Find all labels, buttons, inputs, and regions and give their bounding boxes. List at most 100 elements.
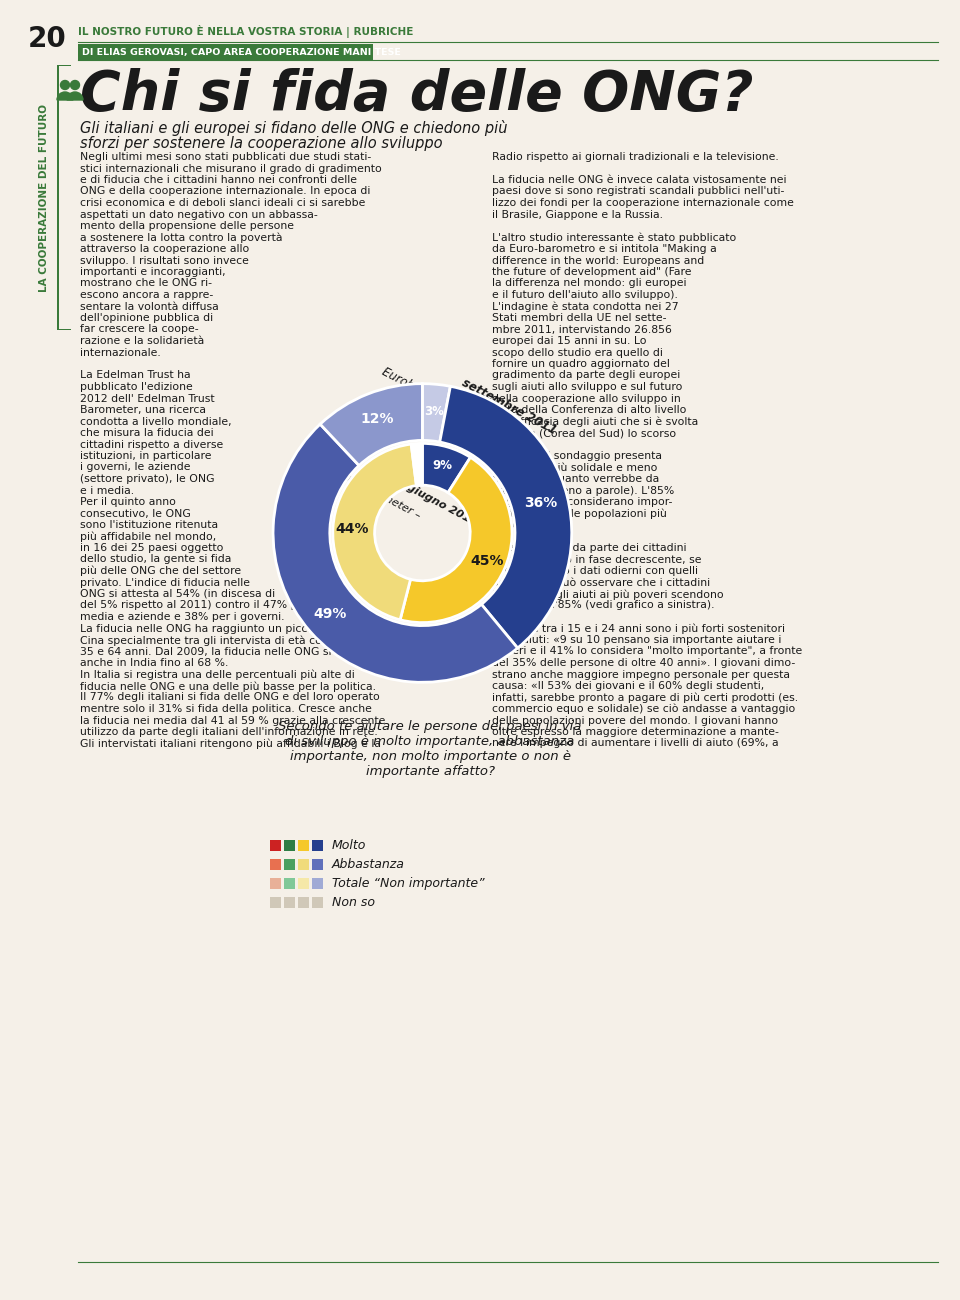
Bar [298,897,309,907]
Text: il Brasile, Giappone e la Russia.: il Brasile, Giappone e la Russia. [492,209,663,220]
Text: 20: 20 [28,25,67,53]
Text: vista della Conferenza di alto livello: vista della Conferenza di alto livello [492,406,686,415]
Text: istituzioni, in particolare: istituzioni, in particolare [80,451,211,462]
Text: crisi economica e di deboli slanci ideali ci si sarebbe: crisi economica e di deboli slanci ideal… [80,198,366,208]
Text: Stati membri della UE nel sette-: Stati membri della UE nel sette- [492,313,666,322]
Wedge shape [411,443,422,486]
Text: importanti e incoraggianti,: importanti e incoraggianti, [80,266,226,277]
Text: e di fiducia che i cittadini hanno nei confronti delle: e di fiducia che i cittadini hanno nei c… [80,176,357,185]
Text: aspettati un dato negativo con un abbassa-: aspettati un dato negativo con un abbass… [80,209,318,220]
Text: far crescere la coope-: far crescere la coope- [80,325,199,334]
Text: razzista di quanto verrebbe da: razzista di quanto verrebbe da [492,474,660,484]
Text: (settore privato), le ONG: (settore privato), le ONG [80,474,214,484]
Text: 35 e 64 anni. Dal 2009, la fiducia nelle ONG si è alzata: 35 e 64 anni. Dal 2009, la fiducia nelle… [80,646,378,656]
Text: degli aiuti: «9 su 10 pensano sia importante aiutare i: degli aiuti: «9 su 10 pensano sia import… [492,634,781,645]
Bar [78,44,373,60]
Text: escono ancora a rappre-: escono ancora a rappre- [80,290,213,300]
Wedge shape [440,386,572,649]
Text: Eurobarometer –: Eurobarometer – [380,365,477,425]
Text: 3%: 3% [424,404,444,417]
Text: Totale “Non importante”: Totale “Non importante” [332,878,485,891]
Text: la differenza nel mondo: gli europei: la differenza nel mondo: gli europei [492,278,686,289]
Text: internazionale.: internazionale. [80,347,160,358]
Text: ONG si attesta al 54% (in discesa di: ONG si attesta al 54% (in discesa di [80,589,276,599]
Text: Barometer, una ricerca: Barometer, una ricerca [80,406,206,415]
Bar [57,329,71,330]
Text: i governi, le aziende: i governi, le aziende [80,463,190,472]
Text: La Edelman Trust ha: La Edelman Trust ha [80,370,191,381]
Text: scopo dello studio era quello di: scopo dello studio era quello di [492,347,662,358]
Text: in 16 dei 25 paesi oggetto: in 16 dei 25 paesi oggetto [80,543,224,552]
Text: Non so: Non so [332,896,375,909]
Text: ONG e della cooperazione internazionale. In epoca di: ONG e della cooperazione internazionale.… [80,186,371,196]
Text: mbre 2011, intervistando 26.856: mbre 2011, intervistando 26.856 [492,325,672,334]
Text: sugli aiuti allo sviluppo e sul futuro: sugli aiuti allo sviluppo e sul futuro [492,382,683,393]
Text: nere l'impegno di aumentare i livelli di aiuto (69%, a: nere l'impegno di aumentare i livelli di… [492,738,779,749]
Text: Questo favore da parte dei cittadini: Questo favore da parte dei cittadini [492,543,686,552]
Text: della cooperazione allo sviluppo in: della cooperazione allo sviluppo in [492,394,681,403]
Circle shape [60,81,69,90]
Text: Il 77% degli italiani si fida delle ONG e del loro operato: Il 77% degli italiani si fida delle ONG … [80,693,380,702]
Text: commercio equo e solidale) se ciò andasse a vantaggio: commercio equo e solidale) se ciò andass… [492,705,795,715]
Text: importante affatto?: importante affatto? [366,764,494,777]
Bar [312,840,323,852]
Text: cittadini rispetto a diverse: cittadini rispetto a diverse [80,439,224,450]
Text: sono l'istituzione ritenuta: sono l'istituzione ritenuta [80,520,218,530]
Text: un'Europa più solidale e meno: un'Europa più solidale e meno [492,463,658,473]
Bar [270,878,281,889]
Text: di sviluppo è molto importante, abbastanza: di sviluppo è molto importante, abbastan… [285,734,575,747]
Text: L'altro studio interessante è stato pubblicato: L'altro studio interessante è stato pubb… [492,233,736,243]
Text: utilizzo da parte degli italiani dell'informazione in rete.: utilizzo da parte degli italiani dell'in… [80,727,377,737]
Text: La fiducia nelle ONG è invece calata vistosamente nei: La fiducia nelle ONG è invece calata vis… [492,176,786,185]
Text: mento della propensione delle persone: mento della propensione delle persone [80,221,294,231]
Wedge shape [400,458,512,623]
Text: dell'opinione pubblica di: dell'opinione pubblica di [80,313,213,322]
Text: sentare la volontà diffusa: sentare la volontà diffusa [80,302,219,312]
Bar [284,897,295,907]
Bar [270,859,281,870]
Text: La fiducia nelle ONG ha raggiunto un picco del 79 % in: La fiducia nelle ONG ha raggiunto un pic… [80,624,379,633]
Text: settembre 2011: settembre 2011 [460,377,559,437]
Text: e il futuro dell'aiuto allo sviluppo).: e il futuro dell'aiuto allo sviluppo). [492,290,678,300]
Wedge shape [321,384,422,465]
Text: LA COOPERAZIONE DEL FUTURO: LA COOPERAZIONE DEL FUTURO [39,104,49,292]
Text: Per il quinto anno: Per il quinto anno [80,497,176,507]
Text: attraverso la cooperazione allo: attraverso la cooperazione allo [80,244,250,254]
Text: 9%: 9% [432,459,452,472]
Text: privato. L'indice di fiducia nelle: privato. L'indice di fiducia nelle [80,577,250,588]
Text: oltre espresso la maggiore determinazione a mante-: oltre espresso la maggiore determinazion… [492,727,779,737]
Text: causa: «Il 53% dei giovani e il 60% degli studenti,: causa: «Il 53% dei giovani e il 60% degl… [492,681,764,692]
Text: povere.: povere. [492,520,533,530]
Text: I giovani tra i 15 e i 24 anni sono i più forti sostenitori: I giovani tra i 15 e i 24 anni sono i pi… [492,624,785,634]
Bar [284,840,295,852]
Text: delle popolazioni povere del mondo. I giovani hanno: delle popolazioni povere del mondo. I gi… [492,715,779,725]
Wedge shape [67,92,83,100]
Wedge shape [422,443,470,493]
Bar [270,840,281,852]
Bar [312,859,323,870]
Text: a Busan (Corea del Sud) lo scorso: a Busan (Corea del Sud) lo scorso [492,428,676,438]
Text: del 5% rispetto al 2011) contro il 47% per: del 5% rispetto al 2011) contro il 47% p… [80,601,309,611]
Text: Cina specialmente tra gli intervista di età compresa tra: Cina specialmente tra gli intervista di … [80,634,382,646]
Text: fiducia nelle ONG e una delle più basse per la politica.: fiducia nelle ONG e una delle più basse … [80,681,376,692]
Text: difference in the world: Europeans and: difference in the world: Europeans and [492,256,705,265]
Text: the future of development aid" (Fare: the future of development aid" (Fare [492,266,691,277]
Bar [298,878,309,889]
Text: 44%: 44% [336,521,369,536]
Bar [312,878,323,889]
Text: razione e la solidarietà: razione e la solidarietà [80,335,204,346]
Bar [284,859,295,870]
Text: tante l'aiuto alle popolazioni più: tante l'aiuto alle popolazioni più [492,508,667,519]
Text: IL NOSTRO FUTURO È NELLA VOSTRA STORIA | RUBRICHE: IL NOSTRO FUTURO È NELLA VOSTRA STORIA |… [78,25,414,38]
Bar [312,897,323,907]
Bar [57,65,59,330]
Circle shape [70,81,80,90]
Text: sviluppo. I risultati sono invece: sviluppo. I risultati sono invece [80,256,249,265]
Bar [270,897,281,907]
Text: 49%: 49% [314,607,348,621]
Text: degli europei considerano impor-: degli europei considerano impor- [492,497,672,507]
Text: 2012 dell' Edelman Trust: 2012 dell' Edelman Trust [80,394,215,403]
Text: L'indagine è stata condotta nei 27: L'indagine è stata condotta nei 27 [492,302,679,312]
Text: 36%: 36% [524,495,558,510]
Text: sforzi per sostenere la cooperazione allo sviluppo: sforzi per sostenere la cooperazione all… [80,136,443,151]
